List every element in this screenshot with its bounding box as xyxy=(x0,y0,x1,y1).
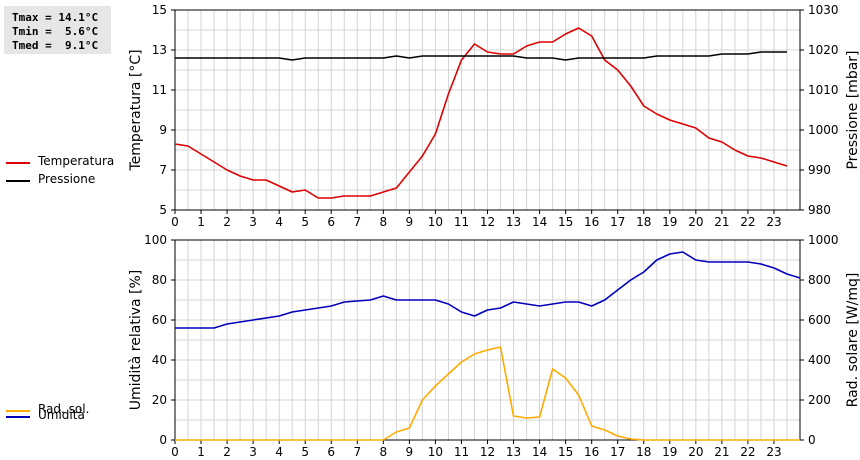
x-tick-label: 6 xyxy=(327,445,335,459)
x-tick-label: 4 xyxy=(275,215,283,229)
y2-tick-label: 1010 xyxy=(808,83,839,97)
x-tick-label: 9 xyxy=(406,215,414,229)
y-tick-label: 100 xyxy=(144,233,167,247)
y-axis-label: Umidità relativa [%] xyxy=(128,270,144,411)
x-tick-label: 9 xyxy=(406,445,414,459)
tmax-text: Tmax = 14.1°C xyxy=(12,11,99,24)
x-tick-label: 19 xyxy=(662,215,677,229)
y-tick-label: 7 xyxy=(159,163,167,177)
legend-pressione-label: Pressione xyxy=(38,172,96,186)
x-tick-label: 1 xyxy=(197,215,205,229)
y2-tick-label: 980 xyxy=(808,203,831,217)
legend-umidita-swatch xyxy=(6,416,30,418)
x-tick-label: 20 xyxy=(688,215,703,229)
x-tick-label: 23 xyxy=(766,215,781,229)
series-line-umidit xyxy=(175,251,801,329)
tmed-text: Tmed = 9.1°C xyxy=(12,39,99,52)
series-line-rad-sol xyxy=(175,346,800,441)
x-tick-label: 0 xyxy=(171,215,179,229)
x-tick-label: 13 xyxy=(506,215,521,229)
y2-tick-label: 800 xyxy=(808,273,831,287)
x-tick-label: 10 xyxy=(428,215,443,229)
x-tick-label: 10 xyxy=(428,445,443,459)
x-tick-label: 15 xyxy=(558,445,573,459)
chart-bottom: 0 1 2 3 4 5 6 7 8 9 10 11 12 13 14 15 16 17 18 19 20 21 22 2302… xyxy=(128,233,860,459)
y-tick-label: 15 xyxy=(152,3,167,17)
y2-axis-label: Pressione [mbar] xyxy=(845,50,860,169)
x-tick-label: 21 xyxy=(714,445,729,459)
y-tick-label: 5 xyxy=(159,203,167,217)
legend-temperatura-swatch xyxy=(6,162,30,164)
x-tick-label: 23 xyxy=(766,445,781,459)
x-tick-label: 1 xyxy=(197,445,205,459)
x-tick-label: 13 xyxy=(506,445,521,459)
x-tick-label: 8 xyxy=(380,215,388,229)
x-tick-label: 16 xyxy=(584,215,599,229)
y2-tick-label: 1020 xyxy=(808,43,839,57)
x-tick-label: 12 xyxy=(480,215,495,229)
y-tick-label: 13 xyxy=(152,43,167,57)
y2-tick-label: 400 xyxy=(808,353,831,367)
x-tick-label: 22 xyxy=(740,215,755,229)
x-tick-label: 0 xyxy=(171,445,179,459)
x-tick-label: 19 xyxy=(662,445,677,459)
stats-box: Tmax = 14.1°C Tmin = 5.6°C Tmed = 9.1°C xyxy=(4,6,111,54)
legend-radsol-swatch xyxy=(6,410,30,412)
series-line-pressione xyxy=(175,51,787,61)
legend-pressione-swatch xyxy=(6,180,30,182)
y-tick-label: 20 xyxy=(152,393,167,407)
x-tick-label: 3 xyxy=(249,215,257,229)
tmin-text: Tmin = 5.6°C xyxy=(12,25,99,38)
x-tick-label: 17 xyxy=(610,215,625,229)
x-tick-label: 2 xyxy=(223,215,231,229)
x-tick-label: 6 xyxy=(327,215,335,229)
y2-tick-label: 1030 xyxy=(808,3,839,17)
chart-top: 0 1 2 3 4 5 6 7 8 9 10 11 12 13 14 15 16 17 18 19 20 21 22 2357… xyxy=(128,3,860,229)
x-tick-label: 11 xyxy=(454,215,469,229)
x-tick-label: 11 xyxy=(454,445,469,459)
y2-tick-label: 0 xyxy=(808,433,816,447)
x-tick-label: 7 xyxy=(353,445,361,459)
y2-tick-label: 200 xyxy=(808,393,831,407)
y-axis-label: Temperatura [°C] xyxy=(128,49,144,171)
x-tick-label: 16 xyxy=(584,445,599,459)
x-tick-label: 3 xyxy=(249,445,257,459)
x-tick-label: 14 xyxy=(532,445,547,459)
y-tick-label: 9 xyxy=(159,123,167,137)
y2-axis-label: Rad. solare [W/mq] xyxy=(845,273,860,408)
y2-tick-label: 1000 xyxy=(808,123,839,137)
x-tick-label: 21 xyxy=(714,215,729,229)
x-tick-label: 4 xyxy=(275,445,283,459)
x-tick-label: 2 xyxy=(223,445,231,459)
x-tick-label: 18 xyxy=(636,215,651,229)
y2-tick-label: 990 xyxy=(808,163,831,177)
x-tick-label: 5 xyxy=(301,215,309,229)
legend-temperatura-label: Temperatura xyxy=(38,154,115,168)
legend-radsol-label: Rad. sol. xyxy=(38,402,90,416)
x-tick-label: 14 xyxy=(532,215,547,229)
series-line-temperatura xyxy=(174,27,788,199)
y2-tick-label: 600 xyxy=(808,313,831,327)
x-tick-label: 7 xyxy=(353,215,361,229)
x-tick-label: 17 xyxy=(610,445,625,459)
x-tick-label: 8 xyxy=(380,445,388,459)
x-tick-label: 5 xyxy=(301,445,309,459)
x-tick-label: 12 xyxy=(480,445,495,459)
y-tick-label: 60 xyxy=(152,313,167,327)
y-tick-label: 0 xyxy=(159,433,167,447)
y2-tick-label: 1000 xyxy=(808,233,839,247)
x-tick-label: 22 xyxy=(740,445,755,459)
y-tick-label: 40 xyxy=(152,353,167,367)
legend-umidita-label: Umidità xyxy=(38,408,85,422)
y-tick-label: 80 xyxy=(152,273,167,287)
x-tick-label: 15 xyxy=(558,215,573,229)
y-tick-label: 11 xyxy=(152,83,167,97)
x-tick-label: 18 xyxy=(636,445,651,459)
x-tick-label: 20 xyxy=(688,445,703,459)
